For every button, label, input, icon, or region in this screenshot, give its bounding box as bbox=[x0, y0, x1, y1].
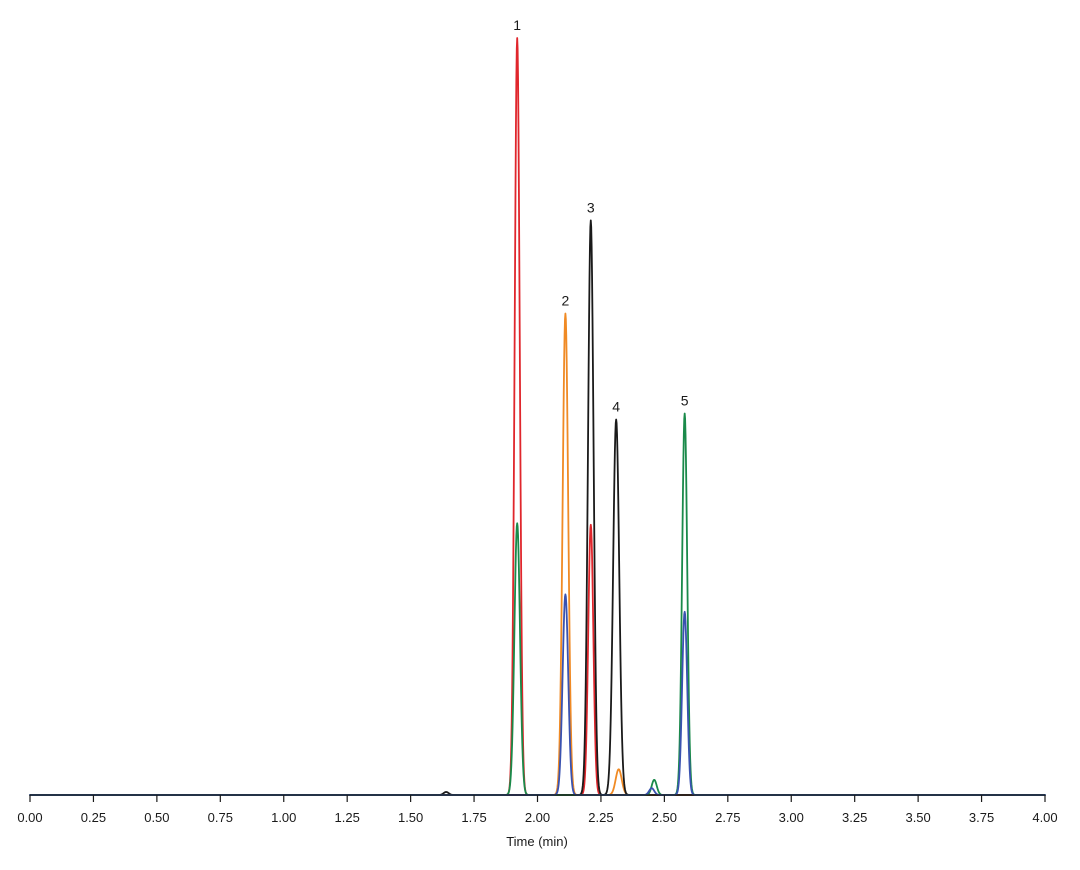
peak-label-4: 4 bbox=[612, 399, 620, 415]
peak-label-5: 5 bbox=[681, 392, 689, 408]
trace-series-3 bbox=[29, 219, 1046, 796]
x-tick-label: 1.00 bbox=[271, 810, 296, 825]
x-tick-label: 1.75 bbox=[461, 810, 486, 825]
x-tick-label: 3.25 bbox=[842, 810, 867, 825]
x-tick-label: 0.75 bbox=[208, 810, 233, 825]
trace-series-1 bbox=[29, 37, 1046, 796]
x-tick-label: 3.00 bbox=[779, 810, 804, 825]
x-tick-label: 1.25 bbox=[335, 810, 360, 825]
x-tick-label: 3.50 bbox=[905, 810, 930, 825]
x-tick-label: 0.00 bbox=[17, 810, 42, 825]
peak-labels: 1 2 3 4 5 bbox=[513, 17, 688, 415]
trace-series-2 bbox=[29, 312, 1046, 796]
trace-series-5 bbox=[29, 593, 1046, 796]
x-tick-label: 0.50 bbox=[144, 810, 169, 825]
x-axis-ticks bbox=[29, 795, 1046, 802]
x-tick-label: 2.00 bbox=[525, 810, 550, 825]
x-tick-label: 2.75 bbox=[715, 810, 740, 825]
x-tick-label: 2.50 bbox=[652, 810, 677, 825]
peak-label-1: 1 bbox=[513, 17, 521, 33]
peak-label-3: 3 bbox=[587, 199, 595, 215]
x-tick-label: 3.75 bbox=[969, 810, 994, 825]
chromatogram-traces bbox=[29, 37, 1046, 796]
x-axis-tick-labels: 0.00 0.25 0.50 0.75 1.00 1.25 1.50 1.75 2.00 2.25… bbox=[17, 810, 1057, 825]
x-axis-title: Time (min) bbox=[506, 834, 568, 849]
x-tick-label: 0.25 bbox=[81, 810, 106, 825]
x-tick-label: 2.25 bbox=[588, 810, 613, 825]
x-tick-label: 4.00 bbox=[1032, 810, 1057, 825]
peak-label-2: 2 bbox=[562, 293, 570, 309]
trace-series-4 bbox=[29, 412, 1046, 796]
x-tick-label: 1.50 bbox=[398, 810, 423, 825]
